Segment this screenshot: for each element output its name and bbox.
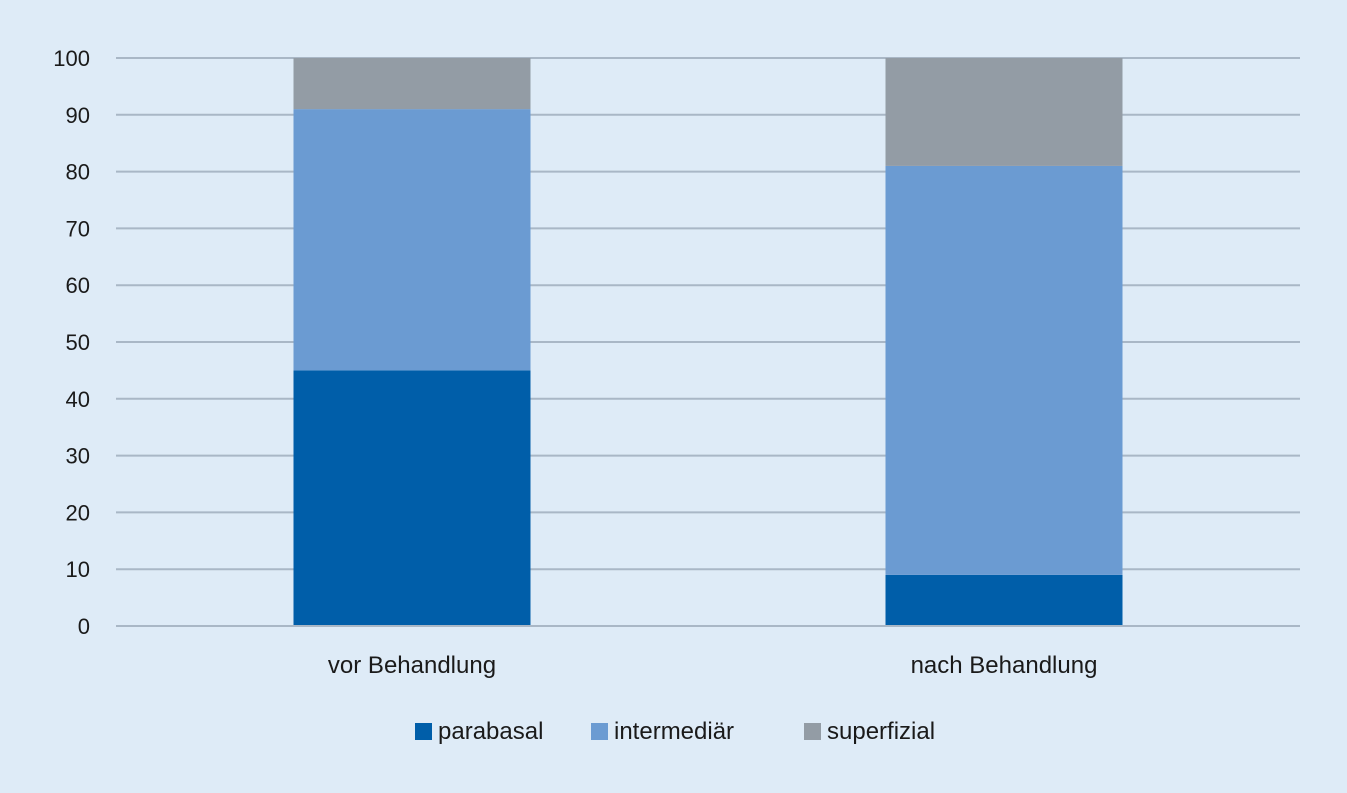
legend-label: parabasal [438, 718, 543, 745]
bar-segment-superfizial [885, 58, 1123, 166]
bar-segment-parabasal [885, 574, 1123, 626]
bar-segment-intermediär [293, 109, 531, 371]
legend-label: superfizial [827, 718, 935, 745]
y-tick-label: 60 [66, 273, 90, 298]
y-tick-label: 30 [66, 444, 90, 469]
legend-swatch [415, 723, 432, 740]
y-tick-label: 80 [66, 160, 90, 185]
x-category-label: vor Behandlung [328, 652, 496, 679]
bar-segment-superfizial [293, 58, 531, 110]
legend: parabasal intermediär superfizial [415, 718, 935, 745]
legend-swatch [804, 723, 821, 740]
legend-swatch [591, 723, 608, 740]
legend-label: intermediär [614, 718, 734, 745]
y-tick-label: 20 [66, 500, 90, 525]
y-tick-label: 0 [78, 614, 90, 639]
y-tick-label: 10 [66, 557, 90, 582]
bar-segment-parabasal [293, 370, 531, 626]
x-category-label: nach Behandlung [911, 652, 1098, 679]
y-tick-label: 70 [66, 216, 90, 241]
y-tick-label: 90 [66, 103, 90, 128]
bars [293, 58, 1123, 626]
y-axis: 0 10 20 30 40 50 60 70 80 90 100 [53, 46, 90, 639]
y-tick-label: 50 [66, 330, 90, 355]
x-axis: vor Behandlung nach Behandlung [116, 625, 1300, 679]
y-tick-label: 40 [66, 387, 90, 412]
bar-segment-intermediär [885, 165, 1123, 575]
y-tick-label: 100 [53, 46, 90, 71]
